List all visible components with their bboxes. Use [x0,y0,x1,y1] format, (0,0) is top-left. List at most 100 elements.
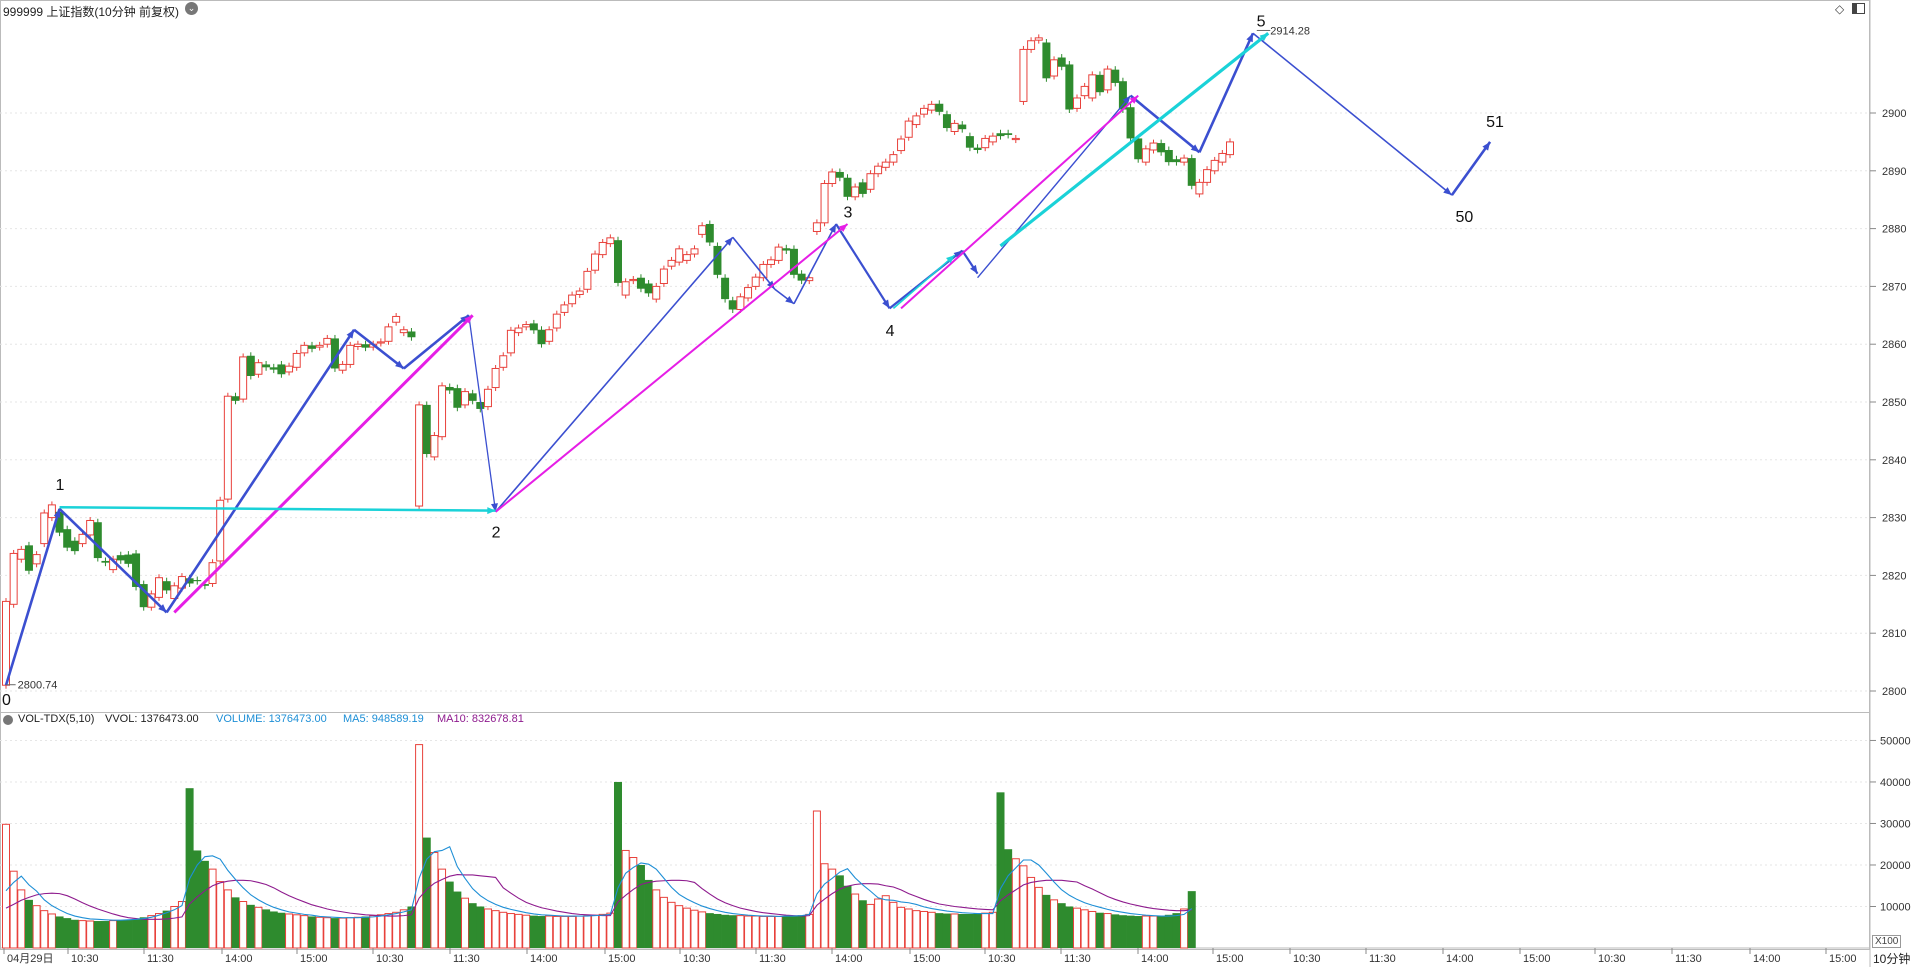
candle-up [866,173,875,190]
candle-down [308,345,316,349]
volume-bar-up [522,914,531,949]
volume-bar-up [109,920,118,949]
candle-up [560,304,569,313]
wave-blue-segment-arrowhead [829,223,837,233]
volume-bar-down [721,914,730,948]
volume-bar-down [277,912,286,948]
candle-up [690,248,699,255]
volume-bar-up [874,898,883,949]
vvol-label: VVOL: 1376473.00 [105,713,199,725]
volume-bar-up [568,915,577,949]
diamond-icon[interactable]: ◇ [1835,2,1845,16]
price-tick-label: 2860 [1882,339,1906,351]
volume-bar-down [55,916,64,948]
volume-bar-up [2,823,10,949]
price-tick-label: 2800 [1882,686,1906,698]
volume-bar-up [1019,865,1028,949]
time-tick-label: 10:30 [988,953,1016,965]
volume-bar-down [1134,916,1143,948]
candle-up [499,355,508,368]
collapse-icon[interactable] [3,715,13,725]
volume-bar-up [591,914,600,949]
volume-bar-up [438,868,447,949]
candle-up [1103,68,1112,91]
time-tick-label: 15:00 [1523,953,1551,965]
candle-down [1134,138,1143,160]
candle-up [239,356,248,400]
candle-up [522,324,531,328]
candle-down [476,402,485,409]
candle-down [782,248,791,251]
volume-bar-up [583,915,592,949]
candle-up [988,135,997,143]
volume-bar-up [812,810,821,949]
volume-tick-label: 50000 [1880,735,1911,747]
candle-up [889,154,898,163]
candle-up [491,367,500,389]
volume-bar-down [789,915,798,948]
candle-down [132,553,141,587]
candle-up [897,138,906,152]
wave-blue-segment [468,315,497,512]
candle-up [950,122,959,132]
candle-down [728,300,737,310]
wave-cyan-segment-arrowhead [946,255,955,264]
volume-bar-up [9,870,18,949]
wave-blue-segment [732,236,776,290]
candle-up [2,600,10,686]
volume-bar-up [483,908,492,949]
volume-bar-up [239,901,248,949]
period-button[interactable]: 10分钟 [1873,952,1911,966]
candle-down [269,367,278,370]
volume-bar-down [422,837,431,948]
volume-bar-up [399,909,408,949]
candle-up [805,277,814,282]
price-tick-label: 2890 [1882,166,1906,178]
volume-bar-up [430,852,439,949]
wave-magenta-segment [900,94,1139,310]
candle-down [705,223,714,243]
time-tick-label: 14:00 [835,953,863,965]
volume-bar-down [965,913,974,948]
candle-down [200,584,209,586]
candle-up [17,548,26,560]
candle-up [1226,141,1234,156]
volume-bar-up [1073,907,1081,949]
volume-bar-up [881,895,890,949]
candle-down [116,555,125,561]
wave-blue-segment [835,223,891,309]
candle-up [461,391,469,406]
candle-up [675,248,684,263]
volume-bar-up [774,915,783,949]
volume-bar-up [506,913,515,949]
panel-icon[interactable] [1852,3,1865,14]
volume-bar-up [866,903,875,949]
wave-label-4: 4 [886,323,895,340]
candle-down [1157,143,1166,153]
volume-bar-up [499,911,508,949]
time-tick-label: 14:00 [1446,953,1474,965]
candle-down [1172,159,1181,163]
volume-bar-up [828,868,837,949]
volume-bar-up [912,910,921,949]
chevron-down-icon[interactable]: ⌄ [185,2,198,15]
volume-bar-down [1172,913,1181,948]
wave-magenta-segment [173,314,474,614]
candle-down [1187,158,1196,186]
candle-down [422,404,431,455]
volume-bar-down [132,918,141,948]
wave-magenta-segment-arrowhead [1129,95,1139,104]
volume-bar-down [1126,915,1135,948]
candle-up [32,554,41,565]
volume-bar-down [468,903,477,948]
volume-bar-down [269,911,278,948]
volume-bar-up [682,907,691,949]
time-tick-label: 11:30 [1369,953,1396,965]
volume-bar-up [897,906,906,949]
candle-up [292,352,301,368]
time-tick-label: 14:00 [530,953,558,965]
wave-cyan-segment [892,254,956,309]
volume-bar-up [285,913,294,949]
wave-blue-segment-arrowhead [1246,33,1253,43]
